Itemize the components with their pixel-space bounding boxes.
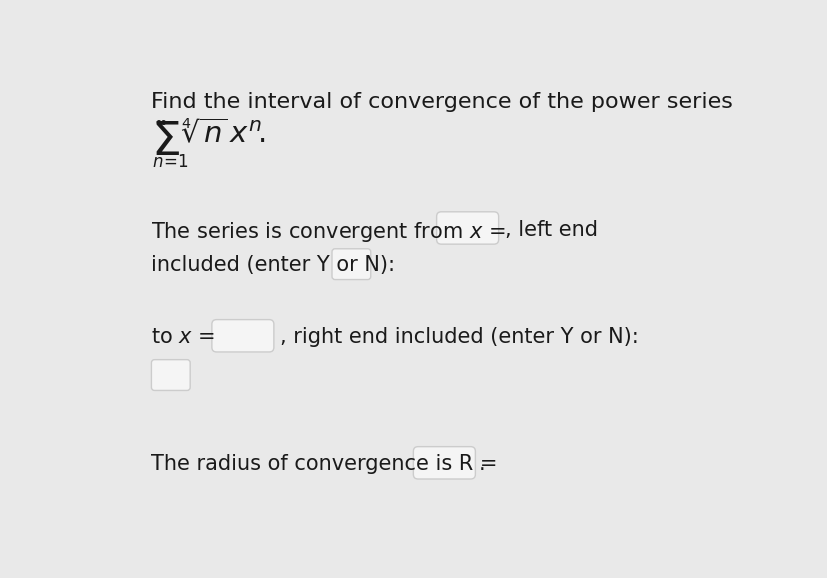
Text: .: . — [479, 454, 485, 475]
FancyBboxPatch shape — [151, 360, 190, 391]
FancyBboxPatch shape — [332, 249, 370, 280]
FancyBboxPatch shape — [212, 320, 274, 352]
Text: The radius of convergence is R =: The radius of convergence is R = — [151, 454, 498, 475]
Text: $\sqrt[4]{n}\,x^n\!.$: $\sqrt[4]{n}\,x^n\!.$ — [181, 118, 265, 149]
Text: , right end included (enter Y or N):: , right end included (enter Y or N): — [280, 327, 638, 347]
Text: $\Sigma$: $\Sigma$ — [151, 120, 180, 165]
Text: $n\!=\!1$: $n\!=\!1$ — [152, 153, 189, 171]
FancyBboxPatch shape — [437, 212, 499, 244]
Text: $\infty$: $\infty$ — [154, 114, 167, 129]
Text: The series is convergent from $x$ =: The series is convergent from $x$ = — [151, 220, 506, 243]
Text: to $x$ =: to $x$ = — [151, 327, 215, 347]
Text: Find the interval of convergence of the power series: Find the interval of convergence of the … — [151, 92, 734, 113]
FancyBboxPatch shape — [414, 447, 476, 479]
Text: included (enter Y or N):: included (enter Y or N): — [151, 255, 395, 275]
Text: , left end: , left end — [504, 220, 598, 239]
